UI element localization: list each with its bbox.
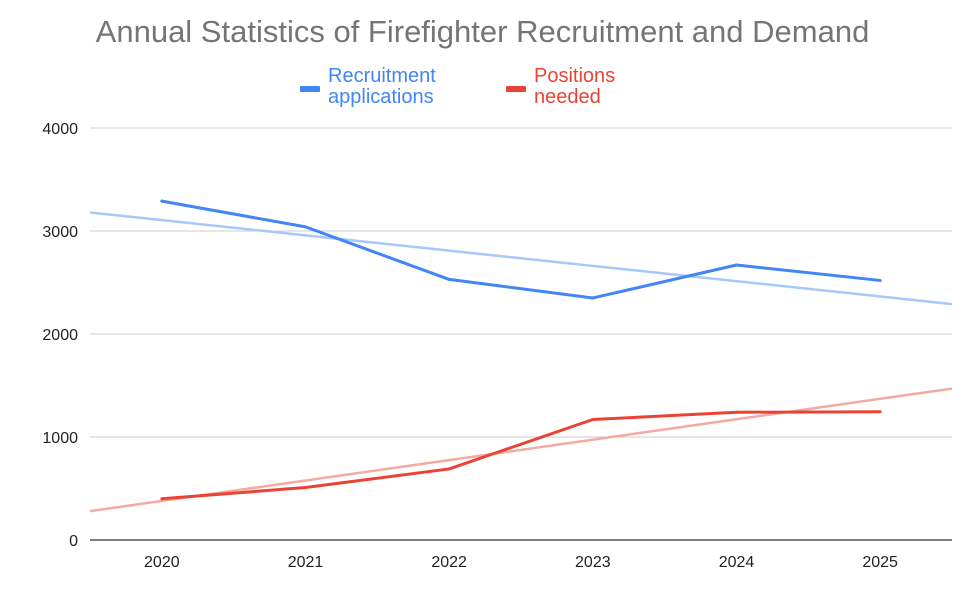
- legend-swatch-recruitment-applications: [300, 86, 320, 92]
- y-tick-label: 1000: [42, 430, 78, 447]
- data-point-positions-needed: [878, 410, 882, 414]
- legend-label-line: Recruitment: [328, 65, 436, 87]
- legend-label-positions-needed: Positions needed: [534, 66, 684, 108]
- y-tick-label: 0: [69, 533, 78, 550]
- legend-label-line: applications: [328, 86, 434, 108]
- legend-swatch-positions-needed: [506, 86, 526, 92]
- series-line-recruitment-applications: [161, 199, 881, 300]
- trendline-positions-needed: [89, 387, 953, 513]
- x-tick-label: 2025: [862, 554, 898, 571]
- x-tick-label: 2023: [575, 554, 611, 571]
- series-lines: [160, 199, 882, 501]
- x-tick-label: 2021: [288, 554, 324, 571]
- legend-label-line: Positions: [534, 65, 616, 87]
- data-point-positions-needed: [304, 485, 307, 489]
- data-point-positions-needed: [160, 497, 164, 501]
- data-point-positions-needed: [447, 467, 451, 471]
- data-point-positions-needed: [735, 410, 738, 414]
- legend-label-recruitment-applications: Recruitment applications: [328, 66, 478, 108]
- x-tick-label: 2022: [431, 554, 467, 571]
- x-tick-label: 2024: [719, 554, 755, 571]
- series-line-positions-needed: [161, 410, 881, 501]
- y-axis-labels: 0 1000 2000 3000 4000: [42, 121, 78, 550]
- data-point-recruitment-applications: [735, 263, 738, 267]
- gridlines: [90, 127, 952, 541]
- data-point-positions-needed: [591, 417, 595, 421]
- x-axis-labels: 2020 2021 2022 2023 2024 2025: [144, 554, 898, 571]
- y-tick-label: 2000: [42, 327, 78, 344]
- trendline-recruitment-applications: [89, 211, 953, 306]
- data-point-recruitment-applications: [447, 277, 451, 281]
- x-tick-label: 2020: [144, 554, 180, 571]
- y-tick-label: 4000: [42, 121, 78, 138]
- legend-item-recruitment-applications[interactable]: Recruitment applications: [300, 66, 478, 108]
- data-point-recruitment-applications: [878, 278, 882, 282]
- chart-title: Annual Statistics of Firefighter Recruit…: [95, 14, 870, 49]
- legend-item-positions-needed[interactable]: Positions needed: [506, 66, 684, 108]
- data-point-recruitment-applications: [304, 225, 307, 229]
- trendlines: [89, 211, 953, 513]
- legend-label-line: needed: [534, 86, 601, 108]
- data-point-recruitment-applications: [591, 296, 595, 300]
- data-point-recruitment-applications: [160, 199, 164, 203]
- y-tick-label: 3000: [42, 224, 78, 241]
